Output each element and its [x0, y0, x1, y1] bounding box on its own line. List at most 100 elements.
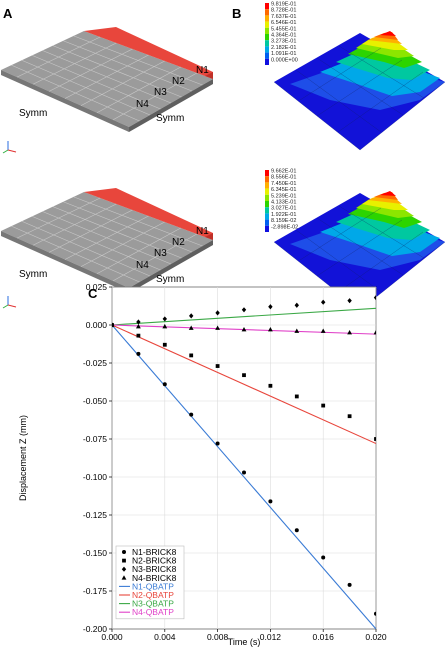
legend-swatch [265, 52, 269, 59]
legend-box [115, 545, 185, 620]
node-label-n1: N1 [196, 65, 209, 76]
marker-n2-brick8 [215, 364, 220, 368]
marker-n1-brick8 [374, 611, 376, 616]
x-tick-label: 0.000 [101, 632, 123, 642]
marker-n2-brick8 [189, 353, 194, 358]
marker-n2-brick8 [162, 342, 167, 347]
plate-front-side [1, 70, 129, 132]
legend-swatch [265, 40, 269, 47]
legend-swatch [265, 58, 269, 65]
x-tick-label: 0.020 [365, 632, 387, 642]
y-tick-label: 0.025 [86, 282, 108, 292]
legend-entry: N1-QBATP [132, 581, 174, 591]
legend-swatch [265, 46, 269, 53]
node-label-n3: N3 [154, 87, 167, 98]
contour-legend-bottom: 9.662E-018.556E-017.450E-016.345E-015.23… [265, 169, 298, 232]
legend-swatch [265, 15, 269, 22]
marker-n2-brick8 [242, 373, 246, 378]
legend-swatch [265, 3, 269, 10]
series-line-n1-qbatp [112, 324, 376, 629]
legend-value: 5.239E-01 [271, 193, 296, 199]
marker-n1-brick8 [242, 470, 246, 475]
marker-n1-brick8 [162, 382, 167, 387]
legend-value: 6.546E-01 [271, 20, 296, 26]
y-tick-label: 0.000 [86, 320, 108, 330]
chart-legend: N1-BRICK8N2-BRICK8N3-BRICK8N4-BRICK8N1-Q… [115, 545, 185, 620]
node-label-n4: N4 [136, 99, 149, 110]
plate-right-side [129, 240, 213, 293]
node-label-n3: N3 [154, 248, 167, 259]
legend-entry: N2-BRICK8 [132, 556, 177, 566]
marker-n1-brick8 [189, 412, 194, 417]
panel-letter-c: C [88, 286, 98, 301]
legend-value: 9.819E-01 [271, 2, 296, 8]
legend-entry: N3-BRICK8 [132, 564, 177, 574]
symm-label-left: Symm [19, 269, 47, 280]
marker-n3-brick8 [347, 298, 352, 304]
marker-n3-brick8 [294, 302, 299, 308]
legend-value: 1.922E-01 [271, 212, 296, 218]
legend-swatch [265, 182, 269, 189]
marker-n4-brick8 [162, 323, 168, 329]
legend-value: 4.364E-01 [271, 33, 296, 39]
node-label-n1: N1 [196, 226, 209, 237]
series-markers [112, 295, 376, 616]
y-axis: 0.025 0.000 -0.025 -0.050 -0.075 -0.100 -0.125… [83, 282, 112, 634]
legend-value: 7.450E-01 [271, 181, 296, 187]
node-label-n4: N4 [136, 260, 149, 271]
loaded-strip [84, 27, 213, 79]
marker-n2-brick8 [374, 437, 376, 441]
marker-n4-brick8 [241, 326, 247, 332]
legend-swatch [265, 188, 269, 195]
legend-swatch [265, 225, 269, 232]
y-tick-label: -0.125 [83, 510, 107, 520]
legend-swatch [265, 213, 269, 220]
marker-n3-brick8 [121, 566, 127, 572]
legend-value: 3.273E-01 [271, 39, 296, 45]
x-tick-label: 0.008 [207, 632, 229, 642]
x-tick-label: 0.016 [313, 632, 335, 642]
marker-n4-brick8 [373, 330, 376, 335]
y-tick-label: -0.200 [83, 624, 107, 634]
legend-value: 9.662E-01 [271, 169, 296, 175]
plate-front-side [1, 231, 129, 293]
legend-entry: N1-BRICK8 [132, 547, 177, 557]
contour-plot-top [273, 31, 446, 151]
axis-triad-icon [2, 141, 17, 154]
marker-n1-brick8 [321, 555, 326, 560]
y-tick-label: -0.100 [83, 472, 107, 482]
marker-n4-brick8 [112, 322, 115, 327]
legend-value: 0.000E+00 [271, 57, 298, 63]
mesh-lines [11, 35, 203, 122]
marker-n2-brick8 [347, 414, 352, 419]
legend-value: 5.455E-01 [271, 26, 296, 32]
legend-value: 8.728E-01 [271, 8, 296, 14]
marker-n3-brick8 [268, 304, 273, 310]
y-tick-label: -0.150 [83, 548, 107, 558]
legend-value: 1.091E-01 [271, 51, 296, 57]
loaded-strip [84, 188, 213, 240]
marker-n3-brick8 [215, 310, 220, 316]
marker-n3-brick8 [136, 319, 141, 325]
node-label-n2: N2 [172, 76, 185, 87]
marker-n2-brick8 [122, 558, 126, 563]
marker-n4-brick8 [136, 323, 141, 329]
marker-n4-brick8 [188, 325, 194, 330]
x-axis: 0.000 0.004 0.008 0.012 0.016 0.020 [101, 629, 387, 642]
marker-n4-brick8 [215, 325, 220, 330]
legend-swatch [265, 176, 269, 183]
y-tick-label: -0.050 [83, 396, 107, 406]
legend-value: 3.027E-01 [271, 206, 296, 212]
marker-n1-brick8 [294, 528, 299, 533]
marker-n3-brick8 [373, 295, 376, 301]
y-tick-label: -0.075 [83, 434, 107, 444]
marker-n4-brick8 [294, 328, 300, 333]
legend-value: 8.159E-02 [271, 218, 296, 224]
mesh-model-bottom: N1 N2 N3 N4 Symm Symm [1, 188, 213, 293]
x-tick-label: 0.004 [154, 632, 176, 642]
node-label-n2: N2 [172, 237, 185, 248]
series-line-n3-qbatp [112, 307, 376, 326]
marker-n1-brick8 [268, 499, 273, 504]
marker-n2-brick8 [268, 383, 273, 388]
marker-n4-brick8 [320, 328, 326, 333]
